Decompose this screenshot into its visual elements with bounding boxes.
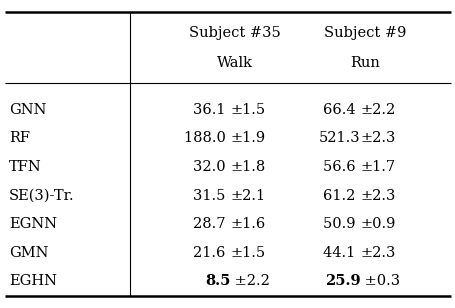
Text: 28.7: 28.7 [193, 217, 230, 231]
Text: ±2.2: ±2.2 [230, 274, 269, 288]
Text: Walk: Walk [217, 55, 252, 70]
Text: ±2.1: ±2.1 [230, 188, 265, 203]
Text: 44.1: 44.1 [323, 246, 359, 260]
Text: 521.3: 521.3 [318, 132, 359, 145]
Text: ±2.2: ±2.2 [359, 103, 394, 117]
Text: 32.0: 32.0 [192, 160, 230, 174]
Text: Run: Run [349, 55, 379, 70]
Text: SE(3)-Tr.: SE(3)-Tr. [9, 188, 75, 203]
Text: RF: RF [9, 132, 30, 145]
Text: 61.2: 61.2 [323, 188, 359, 203]
Text: TFN: TFN [9, 160, 42, 174]
Text: Subject #9: Subject #9 [323, 26, 405, 40]
Text: ±1.6: ±1.6 [230, 217, 265, 231]
Text: ±0.9: ±0.9 [359, 217, 395, 231]
Text: ±1.9: ±1.9 [230, 132, 265, 145]
Text: 36.1: 36.1 [193, 103, 230, 117]
Text: Subject #35: Subject #35 [188, 26, 280, 40]
Text: ±2.3: ±2.3 [359, 132, 395, 145]
Text: ±1.5: ±1.5 [230, 246, 265, 260]
Text: 50.9: 50.9 [323, 217, 359, 231]
Text: ±1.7: ±1.7 [359, 160, 394, 174]
Text: 21.6: 21.6 [193, 246, 230, 260]
Text: 66.4: 66.4 [322, 103, 359, 117]
Text: GNN: GNN [9, 103, 46, 117]
Text: ±1.5: ±1.5 [230, 103, 265, 117]
Text: ±0.3: ±0.3 [359, 274, 399, 288]
Text: GMN: GMN [9, 246, 49, 260]
Text: 8.5: 8.5 [204, 274, 230, 288]
Text: ±2.3: ±2.3 [359, 188, 395, 203]
Text: EGNN: EGNN [9, 217, 57, 231]
Text: ±1.8: ±1.8 [230, 160, 265, 174]
Text: EGHN: EGHN [9, 274, 57, 288]
Text: 56.6: 56.6 [322, 160, 359, 174]
Text: 25.9: 25.9 [324, 274, 359, 288]
Text: 188.0: 188.0 [183, 132, 230, 145]
Text: 31.5: 31.5 [193, 188, 230, 203]
Text: ±2.3: ±2.3 [359, 246, 395, 260]
